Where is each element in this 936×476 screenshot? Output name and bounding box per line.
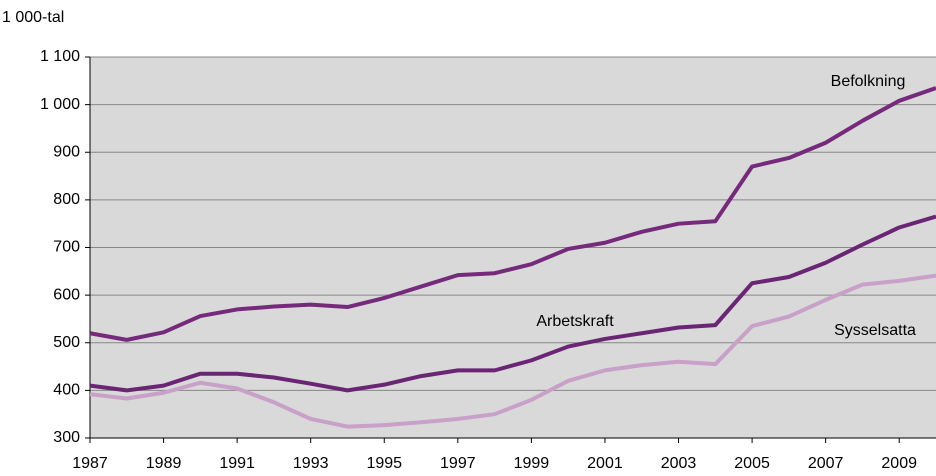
series-label: Sysselsatta (834, 322, 916, 339)
x-tick-label: 2007 (808, 455, 844, 472)
x-tick-label: 2003 (661, 455, 697, 472)
y-tick-label: 700 (53, 239, 80, 256)
x-tick-label: 1995 (366, 455, 402, 472)
x-tick-label: 2005 (734, 455, 770, 472)
x-tick-label: 1989 (146, 455, 182, 472)
series-line (89, 273, 936, 429)
y-tick-label: 500 (53, 334, 80, 351)
series-line (89, 86, 936, 342)
x-tick-label: 1991 (219, 455, 255, 472)
x-tick-label: 1997 (440, 455, 476, 472)
y-tick-label: 300 (53, 429, 80, 446)
y-axis-unit: 1 000-tal (2, 9, 64, 26)
x-tick-label: 2009 (881, 455, 917, 472)
y-tick-label: 1 000 (40, 96, 80, 113)
y-tick-label: 800 (53, 191, 80, 208)
x-tick-label: 1987 (72, 455, 108, 472)
y-tick-label: 900 (53, 143, 80, 160)
y-tick-label: 400 (53, 382, 80, 399)
series-line (89, 214, 936, 393)
x-tick-label: 1993 (293, 455, 329, 472)
series-label: Befolkning (831, 73, 906, 90)
series-label: Arbetskraft (536, 313, 614, 330)
x-tick-label: 2001 (587, 455, 623, 472)
x-tick-label: 1999 (514, 455, 550, 472)
y-tick-label: 600 (53, 286, 80, 303)
y-tick-label: 1 100 (40, 48, 80, 65)
